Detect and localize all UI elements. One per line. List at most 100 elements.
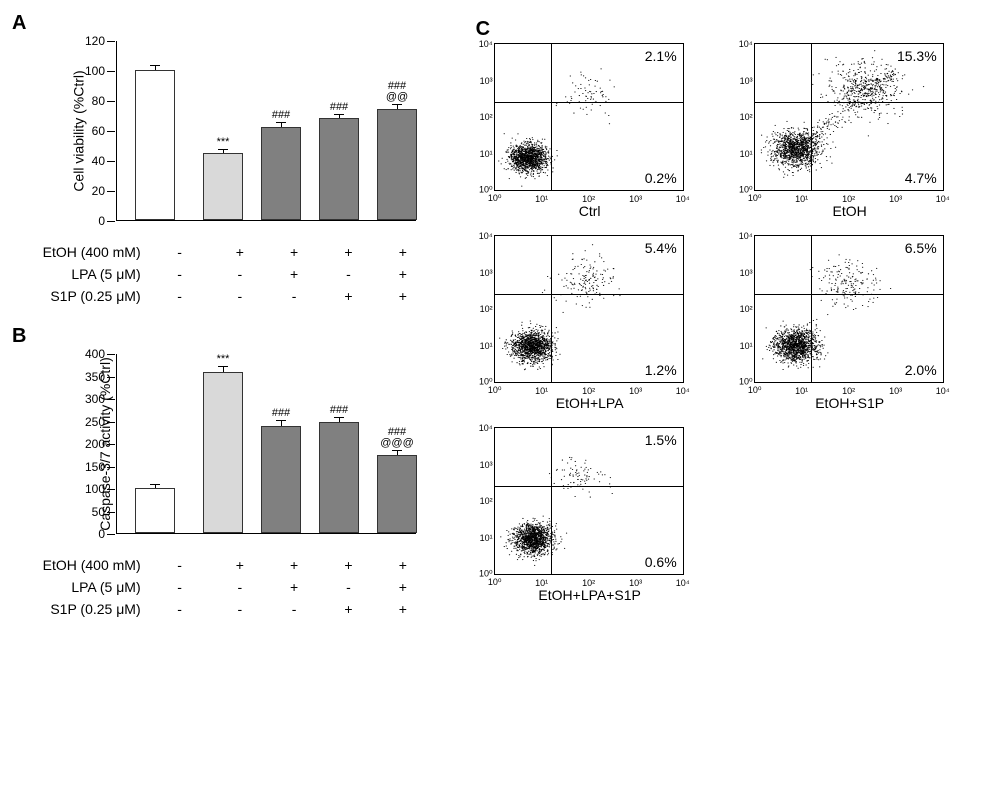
treatment-value: - bbox=[213, 579, 267, 595]
ytick-label: 40 bbox=[92, 154, 105, 168]
ytick bbox=[107, 101, 115, 102]
flow-yticks: 10⁰10¹10²10³10⁴ bbox=[737, 44, 753, 190]
error-cap bbox=[150, 65, 160, 66]
flow-row: 10⁰10¹10²10³10⁴10⁰10¹10²10³10⁴2.1%0.2%Ct… bbox=[476, 43, 988, 219]
treatment-label: S1P (0.25 μM) bbox=[30, 288, 147, 304]
ytick-label: 120 bbox=[85, 34, 105, 48]
flow-title: EtOH bbox=[754, 203, 946, 219]
flow-title: EtOH+S1P bbox=[754, 395, 946, 411]
scatter-svg bbox=[755, 44, 943, 190]
flow-xticks: 10⁰10¹10²10³10⁴ bbox=[495, 384, 683, 396]
scatter-svg bbox=[495, 236, 683, 382]
flow-plot: 10⁰10¹10²10³10⁴10⁰10¹10²10³10⁴2.1%0.2% bbox=[494, 43, 684, 191]
bar bbox=[203, 372, 243, 533]
error-cap bbox=[218, 149, 228, 150]
bar bbox=[377, 109, 417, 220]
error-bar bbox=[223, 367, 224, 372]
scatter-svg bbox=[495, 44, 683, 190]
flow-plot: 10⁰10¹10²10³10⁴10⁰10¹10²10³10⁴1.5%0.6% bbox=[494, 427, 684, 575]
flow-yticks: 10⁰10¹10²10³10⁴ bbox=[737, 236, 753, 382]
treatment-table-a: EtOH (400 mM)-++++LPA (5 μM)--+-+S1P (0.… bbox=[30, 241, 430, 307]
flow-plot: 10⁰10¹10²10³10⁴10⁰10¹10²10³10⁴15.3%4.7% bbox=[754, 43, 944, 191]
treatment-row: LPA (5 μM)--+-+ bbox=[30, 576, 430, 598]
ytick bbox=[107, 444, 115, 445]
treatment-row: S1P (0.25 μM)---++ bbox=[30, 598, 430, 620]
treatment-value: + bbox=[321, 244, 375, 260]
flow-xticks: 10⁰10¹10²10³10⁴ bbox=[755, 192, 943, 204]
error-bar bbox=[155, 485, 156, 488]
left-column: A Cell viability (%Ctrl) 020406080100120… bbox=[12, 12, 436, 638]
ytick-label: 80 bbox=[92, 94, 105, 108]
treatment-value: + bbox=[376, 601, 430, 617]
treatment-value: - bbox=[147, 579, 213, 595]
treatment-value: + bbox=[376, 244, 430, 260]
bar-chart-b: Caspase-3/7 activity (%Ctrl) 05010015020… bbox=[60, 334, 436, 554]
ytick-label: 200 bbox=[85, 437, 105, 451]
flow-cytometry-grid: 10⁰10¹10²10³10⁴10⁰10¹10²10³10⁴2.1%0.2%Ct… bbox=[476, 43, 988, 603]
flow-xticks: 10⁰10¹10²10³10⁴ bbox=[495, 192, 683, 204]
scatter-svg bbox=[755, 236, 943, 382]
error-bar bbox=[155, 66, 156, 71]
treatment-label: S1P (0.25 μM) bbox=[30, 601, 147, 617]
treatment-value: - bbox=[147, 266, 213, 282]
ytick-label: 100 bbox=[85, 482, 105, 496]
significance-label: ### bbox=[330, 102, 348, 113]
significance-label: *** bbox=[217, 137, 230, 148]
ytick bbox=[107, 377, 115, 378]
treatment-row: EtOH (400 mM)-++++ bbox=[30, 241, 430, 263]
treatment-value: + bbox=[267, 266, 321, 282]
significance-label: ### bbox=[272, 110, 290, 121]
treatment-label: EtOH (400 mM) bbox=[30, 557, 147, 573]
flow-yticks: 10⁰10¹10²10³10⁴ bbox=[477, 44, 493, 190]
ytick-label: 300 bbox=[85, 392, 105, 406]
ytick bbox=[107, 41, 115, 42]
treatment-value: + bbox=[213, 244, 267, 260]
treatment-value: - bbox=[213, 288, 267, 304]
ytick-label: 350 bbox=[85, 370, 105, 384]
treatment-label: LPA (5 μM) bbox=[30, 266, 147, 282]
error-cap bbox=[392, 104, 402, 105]
treatment-value: + bbox=[267, 557, 321, 573]
flow-row: 10⁰10¹10²10³10⁴10⁰10¹10²10³10⁴1.5%0.6%Et… bbox=[476, 427, 988, 603]
ytick-label: 400 bbox=[85, 347, 105, 361]
bar bbox=[135, 70, 175, 220]
treatment-row: S1P (0.25 μM)---++ bbox=[30, 285, 430, 307]
error-cap bbox=[276, 122, 286, 123]
bar bbox=[261, 426, 301, 533]
bar bbox=[135, 488, 175, 533]
error-cap bbox=[218, 366, 228, 367]
treatment-value: - bbox=[321, 266, 375, 282]
bar bbox=[319, 118, 359, 220]
panel-a: Cell viability (%Ctrl) 020406080100120**… bbox=[12, 21, 436, 307]
treatment-value: + bbox=[321, 557, 375, 573]
ytick bbox=[107, 489, 115, 490]
treatment-value: - bbox=[147, 601, 213, 617]
significance-label: ### bbox=[330, 405, 348, 416]
ytick-label: 100 bbox=[85, 64, 105, 78]
treatment-table-b: EtOH (400 mM)-++++LPA (5 μM)--+-+S1P (0.… bbox=[30, 554, 430, 620]
flow-plot: 10⁰10¹10²10³10⁴10⁰10¹10²10³10⁴5.4%1.2% bbox=[494, 235, 684, 383]
flow-panel: 10⁰10¹10²10³10⁴10⁰10¹10²10³10⁴15.3%4.7% E… bbox=[736, 43, 946, 219]
panel-b: Caspase-3/7 activity (%Ctrl) 05010015020… bbox=[12, 334, 436, 620]
ytick bbox=[107, 161, 115, 162]
ytick-label: 0 bbox=[98, 214, 105, 228]
ytick bbox=[107, 131, 115, 132]
ytick-label: 150 bbox=[85, 460, 105, 474]
right-column: C 10⁰10¹10²10³10⁴10⁰10¹10²10³10⁴2.1%0.2%… bbox=[476, 12, 988, 638]
scatter-svg bbox=[495, 428, 683, 574]
treatment-value: - bbox=[147, 244, 213, 260]
ytick-label: 0 bbox=[98, 527, 105, 541]
treatment-value: - bbox=[267, 601, 321, 617]
significance-label: ###@@ bbox=[386, 81, 408, 103]
error-cap bbox=[334, 417, 344, 418]
ytick-label: 250 bbox=[85, 415, 105, 429]
treatment-value: + bbox=[321, 601, 375, 617]
treatment-value: - bbox=[147, 557, 213, 573]
significance-label: *** bbox=[217, 354, 230, 365]
ytick bbox=[107, 221, 115, 222]
error-bar bbox=[397, 451, 398, 456]
ytick bbox=[107, 467, 115, 468]
ytick bbox=[107, 422, 115, 423]
flow-yticks: 10⁰10¹10²10³10⁴ bbox=[477, 236, 493, 382]
ytick-label: 50 bbox=[92, 505, 105, 519]
